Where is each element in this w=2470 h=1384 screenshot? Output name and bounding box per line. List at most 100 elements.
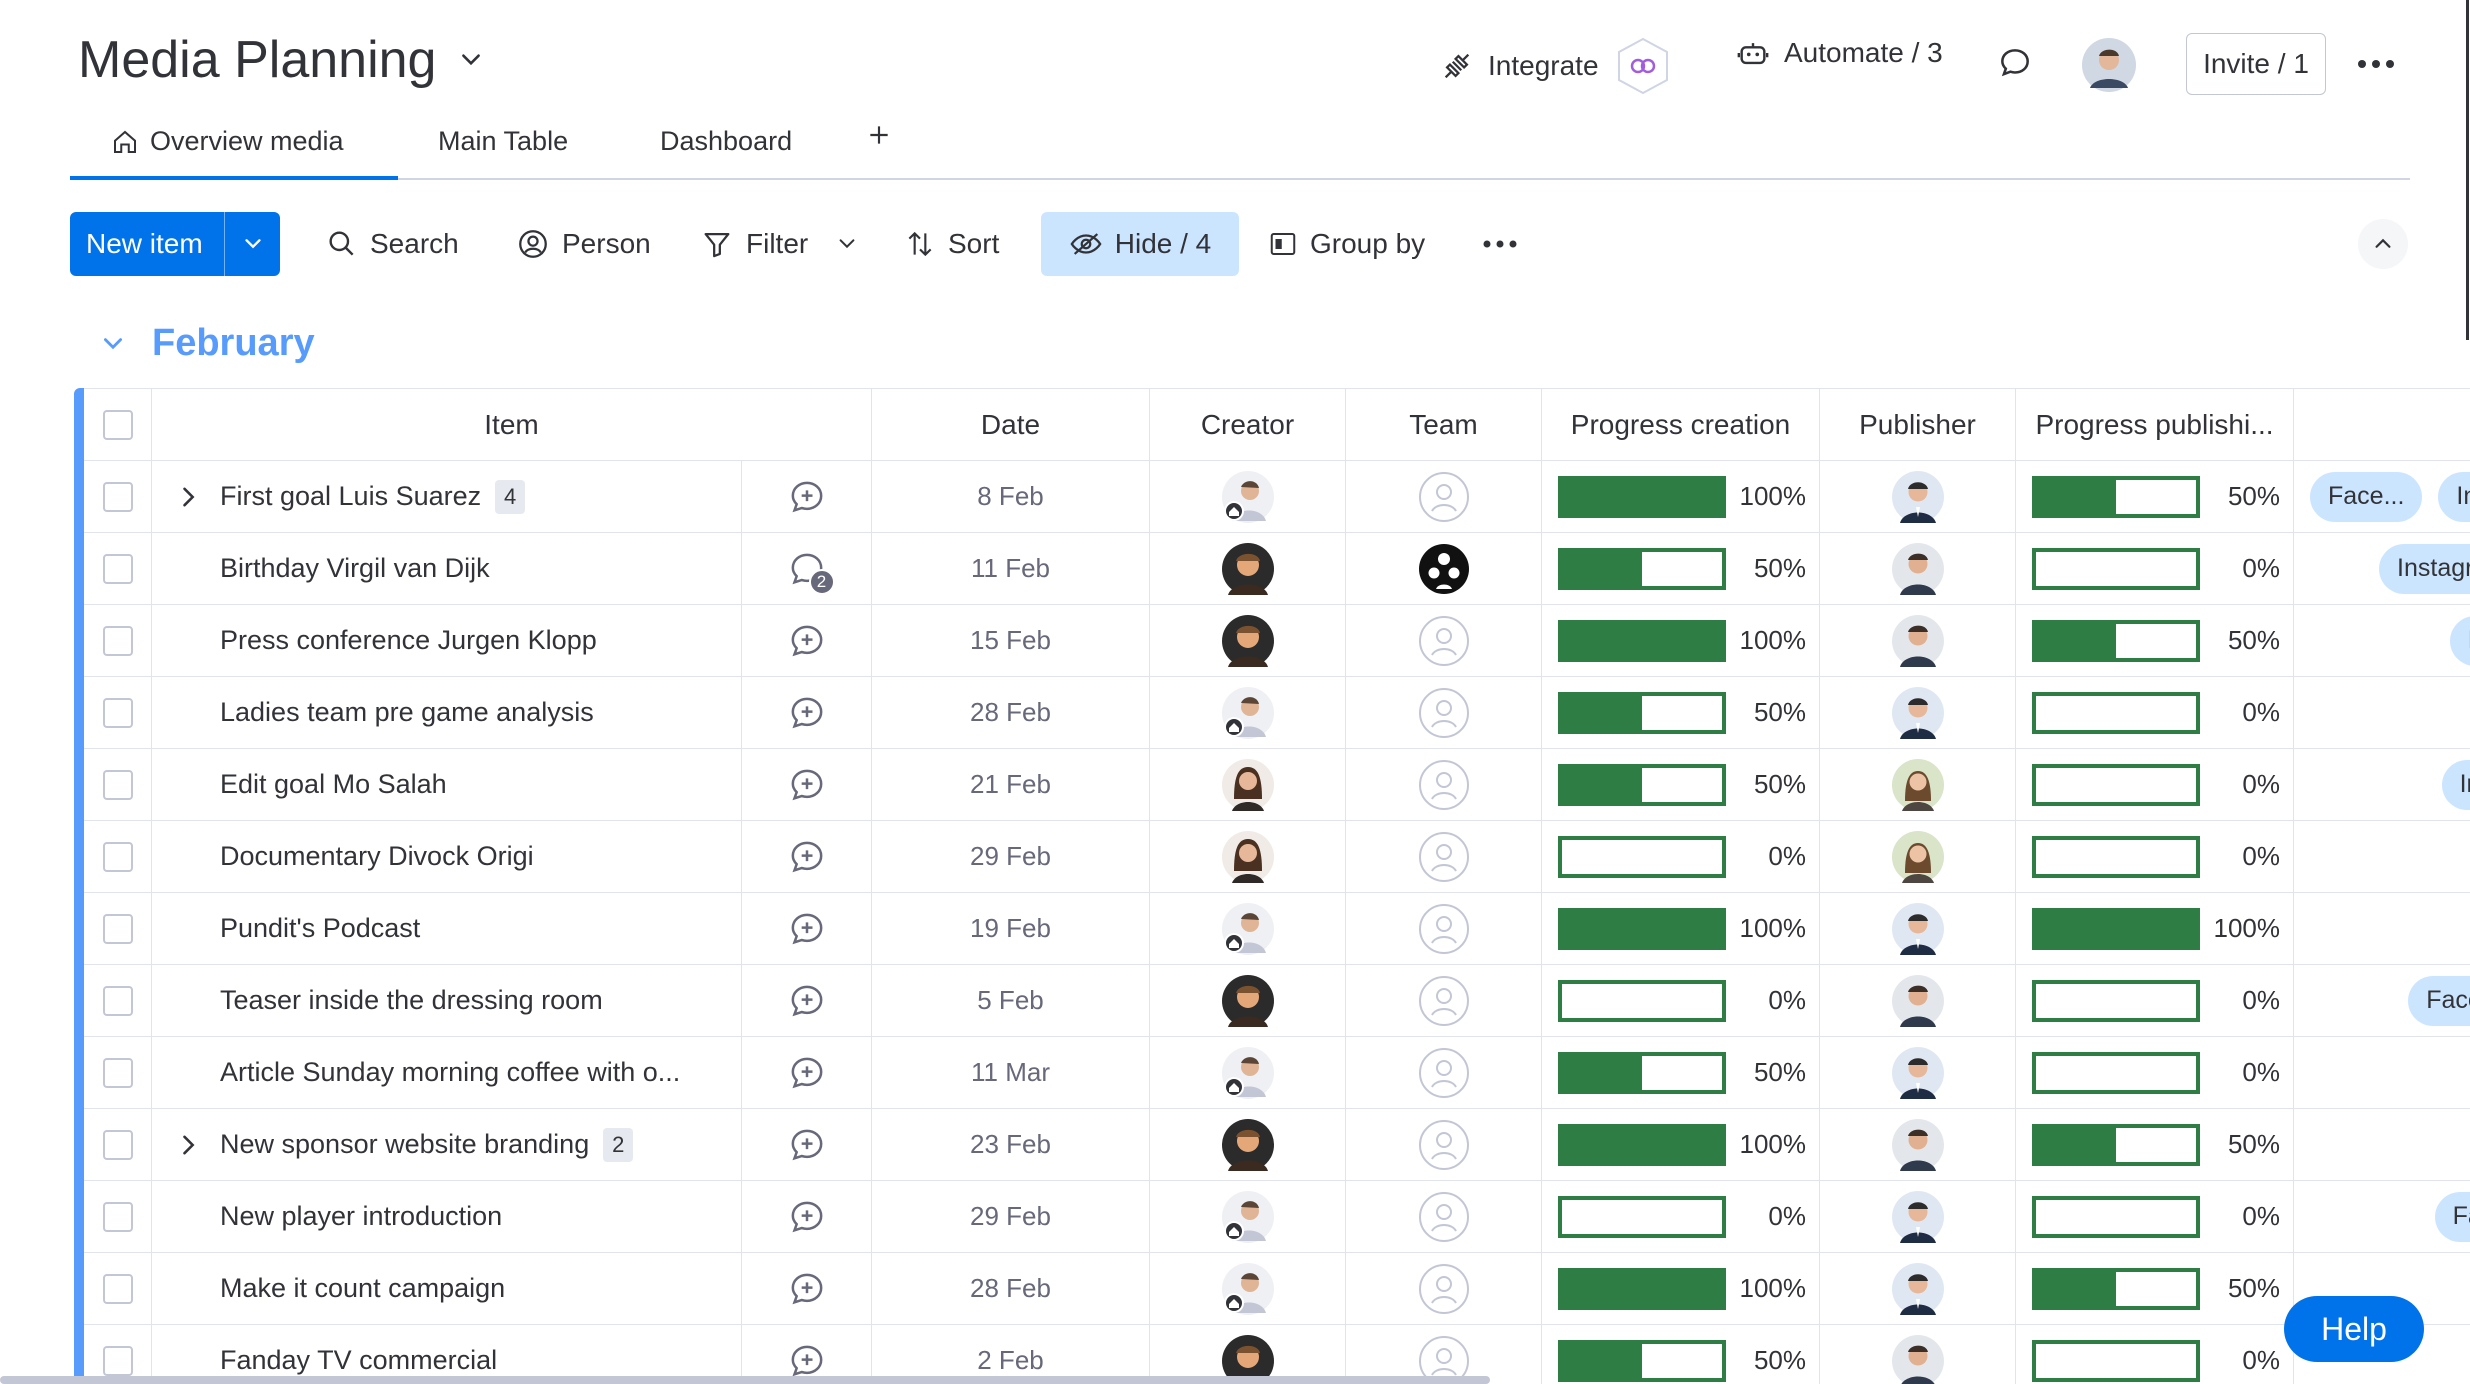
- add-update-icon[interactable]: [787, 1197, 827, 1237]
- item-cell[interactable]: New sponsor website branding 2: [152, 1109, 742, 1180]
- progress-publishing-cell[interactable]: 0%: [2016, 965, 2294, 1036]
- publisher-cell[interactable]: [1820, 893, 2016, 964]
- publisher-cell[interactable]: [1820, 533, 2016, 604]
- updates-cell[interactable]: [742, 1253, 872, 1324]
- automate-button[interactable]: Automate / 3: [1736, 36, 1943, 70]
- sort-button[interactable]: Sort: [904, 212, 999, 276]
- team-cell[interactable]: [1346, 533, 1542, 604]
- new-item-dropdown[interactable]: [224, 212, 280, 276]
- add-update-icon[interactable]: [787, 1269, 827, 1309]
- add-update-icon[interactable]: [787, 765, 827, 805]
- progress-publishing-cell[interactable]: 0%: [2016, 1037, 2294, 1108]
- date-cell[interactable]: 15 Feb: [872, 605, 1150, 676]
- channels-cell[interactable]: [2294, 1109, 2470, 1180]
- subitems-count[interactable]: 4: [495, 479, 526, 514]
- person-filter-button[interactable]: Person: [516, 212, 651, 276]
- column-header-creator[interactable]: Creator: [1150, 389, 1346, 460]
- row-checkbox[interactable]: [102, 697, 133, 728]
- table-row[interactable]: Article Sunday morning coffee with o... 1…: [84, 1036, 2470, 1108]
- publisher-cell[interactable]: [1820, 605, 2016, 676]
- add-update-icon[interactable]: [787, 621, 827, 661]
- item-cell[interactable]: New player introduction: [152, 1181, 742, 1252]
- channel-tag[interactable]: Instagram ...: [2379, 543, 2470, 594]
- row-checkbox[interactable]: [102, 985, 133, 1016]
- add-update-icon[interactable]: [787, 981, 827, 1021]
- progress-publishing-cell[interactable]: 0%: [2016, 1325, 2294, 1384]
- item-name[interactable]: Article Sunday morning coffee with o...: [220, 1057, 681, 1087]
- new-item-button[interactable]: New item: [70, 212, 280, 276]
- channels-cell[interactable]: Face... In: [2294, 461, 2470, 532]
- table-row[interactable]: Teaser inside the dressing room 5 Feb 0% 0%…: [84, 964, 2470, 1036]
- add-update-icon[interactable]: [787, 1053, 827, 1093]
- channels-cell[interactable]: Instagram ...: [2294, 533, 2470, 604]
- date-cell[interactable]: 19 Feb: [872, 893, 1150, 964]
- team-cell[interactable]: [1346, 461, 1542, 532]
- publisher-cell[interactable]: [1820, 1253, 2016, 1324]
- date-cell[interactable]: 29 Feb: [872, 821, 1150, 892]
- updates-cell[interactable]: [742, 1109, 872, 1180]
- chevron-down-icon[interactable]: [836, 233, 858, 255]
- add-update-icon[interactable]: [787, 909, 827, 949]
- table-row[interactable]: New player introduction 29 Feb 0% 0% Facebo: [84, 1180, 2470, 1252]
- column-header-publisher[interactable]: Publisher: [1820, 389, 2016, 460]
- team-cell[interactable]: [1346, 677, 1542, 748]
- row-checkbox[interactable]: [102, 1129, 133, 1160]
- channels-cell[interactable]: F: [2294, 821, 2470, 892]
- row-checkbox[interactable]: [102, 769, 133, 800]
- progress-creation-cell[interactable]: 100%: [1542, 605, 1820, 676]
- progress-publishing-cell[interactable]: 100%: [2016, 893, 2294, 964]
- date-cell[interactable]: 23 Feb: [872, 1109, 1150, 1180]
- publisher-cell[interactable]: [1820, 461, 2016, 532]
- publisher-cell[interactable]: [1820, 1325, 2016, 1384]
- team-cell[interactable]: [1346, 605, 1542, 676]
- team-cell[interactable]: [1346, 893, 1542, 964]
- progress-creation-cell[interactable]: 0%: [1542, 1181, 1820, 1252]
- row-checkbox[interactable]: [102, 625, 133, 656]
- toolbar-more-icon[interactable]: [1482, 212, 1518, 276]
- updates-cell[interactable]: [742, 1181, 872, 1252]
- column-header-channels[interactable]: [2294, 389, 2470, 460]
- progress-publishing-cell[interactable]: 0%: [2016, 677, 2294, 748]
- progress-creation-cell[interactable]: 50%: [1542, 533, 1820, 604]
- invite-button[interactable]: Invite / 1: [2186, 33, 2326, 95]
- progress-creation-cell[interactable]: 100%: [1542, 1109, 1820, 1180]
- creator-cell[interactable]: [1150, 461, 1346, 532]
- creator-cell[interactable]: [1150, 893, 1346, 964]
- channels-cell[interactable]: Facebo: [2294, 1181, 2470, 1252]
- item-name[interactable]: Press conference Jurgen Klopp: [220, 625, 597, 655]
- add-update-icon[interactable]: [787, 1125, 827, 1165]
- progress-creation-cell[interactable]: 0%: [1542, 965, 1820, 1036]
- publisher-cell[interactable]: [1820, 677, 2016, 748]
- publisher-cell[interactable]: [1820, 1037, 2016, 1108]
- expand-subitems-icon[interactable]: [174, 483, 202, 511]
- progress-creation-cell[interactable]: 50%: [1542, 677, 1820, 748]
- row-checkbox[interactable]: [102, 553, 133, 584]
- updates-cell[interactable]: [742, 821, 872, 892]
- updates-cell[interactable]: [742, 677, 872, 748]
- publisher-cell[interactable]: [1820, 1109, 2016, 1180]
- team-cell[interactable]: [1346, 965, 1542, 1036]
- group-title[interactable]: February: [152, 322, 315, 364]
- channels-cell[interactable]: Facebook: [2294, 965, 2470, 1036]
- help-button[interactable]: Help: [2284, 1296, 2424, 1362]
- progress-creation-cell[interactable]: 50%: [1542, 1325, 1820, 1384]
- progress-publishing-cell[interactable]: 50%: [2016, 461, 2294, 532]
- table-row[interactable]: Fanday TV commercial 2 Feb 50% 0%: [84, 1324, 2470, 1384]
- channel-tag[interactable]: Instagr: [2441, 759, 2470, 810]
- date-cell[interactable]: 8 Feb: [872, 461, 1150, 532]
- search-button[interactable]: Search: [326, 212, 459, 276]
- updates-cell[interactable]: [742, 461, 872, 532]
- creator-cell[interactable]: [1150, 965, 1346, 1036]
- item-cell[interactable]: Edit goal Mo Salah: [152, 749, 742, 820]
- updates-cell[interactable]: [742, 893, 872, 964]
- creator-cell[interactable]: [1150, 1253, 1346, 1324]
- table-row[interactable]: First goal Luis Suarez 4 8 Feb 100% 50% Face.…: [84, 460, 2470, 532]
- user-avatar[interactable]: [2082, 38, 2136, 92]
- item-cell[interactable]: Article Sunday morning coffee with o...: [152, 1037, 742, 1108]
- more-options-icon[interactable]: [2356, 52, 2396, 76]
- channels-cell[interactable]: [2294, 893, 2470, 964]
- updates-cell[interactable]: [742, 605, 872, 676]
- team-cell[interactable]: [1346, 1253, 1542, 1324]
- chevron-down-icon[interactable]: [458, 47, 484, 73]
